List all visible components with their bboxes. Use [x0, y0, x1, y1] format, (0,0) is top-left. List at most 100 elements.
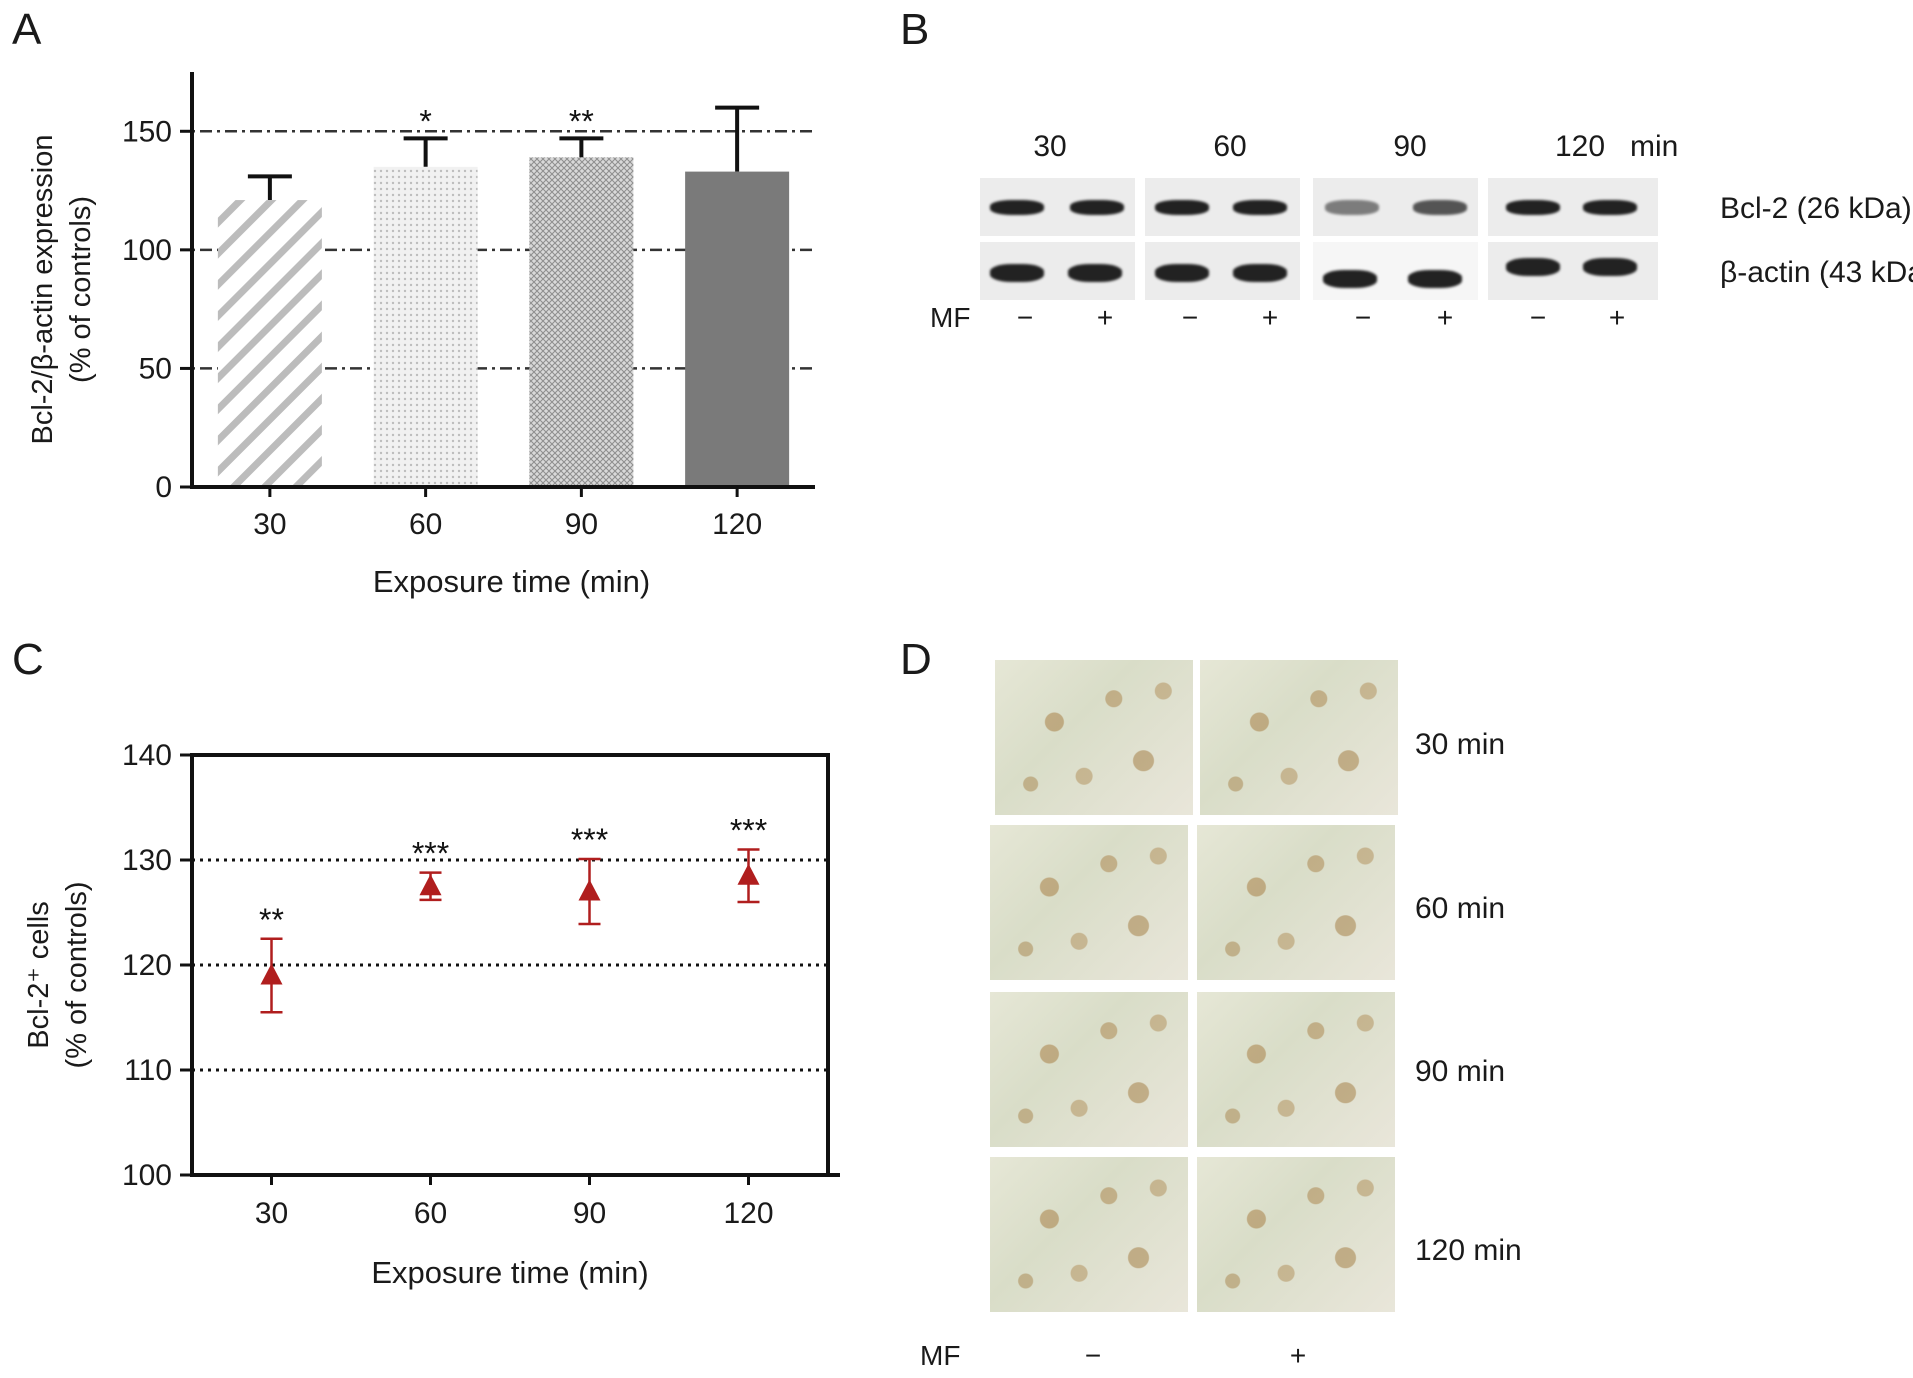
x-tick-label: 90 — [573, 1197, 606, 1230]
significance-label: * — [419, 103, 431, 139]
x-tick-label: 30 — [253, 508, 286, 541]
panel-label-d: D — [900, 635, 932, 684]
blot-time-30: 30 — [1033, 130, 1067, 163]
blot-lane-60 — [1145, 178, 1300, 236]
blot-band — [1506, 200, 1560, 215]
blot-mf-plus: + — [1436, 302, 1454, 333]
micrograph-mf-label: MF — [920, 1340, 961, 1371]
x-tick-label: 120 — [723, 1197, 773, 1230]
micrograph-mf-plus: + — [1289, 1340, 1307, 1371]
micrograph-30-mf — [1200, 660, 1398, 815]
micrograph-label-60: 60 min — [1415, 892, 1506, 925]
blot-mf-label: MF — [930, 302, 971, 333]
bar-90 — [529, 157, 634, 487]
blot-mf-minus: − — [1181, 302, 1199, 333]
micrograph-60-control — [990, 825, 1188, 980]
significance-label: *** — [730, 813, 767, 849]
y-tick-label: 100 — [122, 1159, 172, 1192]
blot-lane-30 — [980, 242, 1135, 300]
bar-60 — [373, 166, 478, 487]
significance-label: ** — [259, 902, 284, 938]
point-120 — [737, 863, 760, 885]
blot-band — [1070, 200, 1124, 215]
x-axis-label: Exposure time (min) — [371, 1255, 648, 1290]
y-tick-label: 110 — [124, 1054, 172, 1087]
y-tick-label: 120 — [122, 949, 172, 982]
panel-label-a: A — [12, 5, 42, 54]
blot-band — [1506, 258, 1560, 276]
micrograph-30-control — [995, 660, 1193, 815]
blot-lane-120 — [1488, 178, 1658, 236]
blot-label-actin: β-actin (43 kDa) — [1720, 256, 1913, 289]
blot-mf-plus: + — [1096, 302, 1114, 333]
blot-band — [990, 264, 1044, 282]
panel-label-c: C — [12, 635, 44, 684]
blot-time-120: 120 — [1554, 130, 1606, 163]
bar-120 — [685, 171, 790, 487]
panel-label-b: B — [900, 5, 930, 54]
blot-time-60: 60 — [1213, 130, 1247, 163]
micrograph-label-120: 120 min — [1415, 1234, 1522, 1267]
blot-lane-90 — [1313, 242, 1478, 300]
x-tick-label: 120 — [712, 508, 762, 541]
blot-band — [1155, 200, 1209, 215]
blot-band — [1155, 264, 1209, 282]
blot-band — [1408, 270, 1462, 288]
micrograph-label-90: 90 min — [1415, 1055, 1506, 1088]
blot-label-bcl2: Bcl-2 (26 kDa) — [1720, 192, 1912, 225]
blot-band — [1583, 200, 1637, 215]
blot-lane-60 — [1145, 242, 1300, 300]
blot-mf-minus: − — [1016, 302, 1034, 333]
y-tick-label: 150 — [122, 115, 172, 148]
point-60 — [419, 874, 442, 896]
y-axis-label: Bcl-2⁺ cells — [23, 901, 55, 1048]
blot-row-actin: β-actin (43 kDa) — [980, 242, 1913, 300]
western-blot: 30 60 90 120 min Bcl-2 (26 kDa) — [930, 130, 1913, 360]
y-tick-label: 0 — [155, 471, 172, 504]
blot-band — [1413, 200, 1467, 215]
x-axis-label: Exposure time (min) — [373, 564, 650, 599]
micrograph-mf-minus: − — [1084, 1340, 1102, 1371]
blot-band — [990, 200, 1044, 215]
point-90 — [578, 879, 601, 901]
significance-label: ** — [569, 103, 594, 139]
significance-label: *** — [412, 836, 449, 872]
micrograph-grid: 30 min 60 min 90 min 120 min MF − + — [920, 660, 1545, 1371]
micrograph-120-mf — [1197, 1157, 1395, 1312]
x-tick-label: 60 — [414, 1197, 447, 1230]
blot-band — [1233, 200, 1287, 215]
blot-band — [1068, 264, 1122, 282]
blot-mf-plus: + — [1261, 302, 1279, 333]
blot-band — [1583, 258, 1637, 276]
x-tick-label: 60 — [409, 508, 442, 541]
blot-time-unit: min — [1630, 130, 1679, 163]
y-tick-label: 50 — [139, 352, 172, 385]
blot-band — [1325, 200, 1379, 215]
x-tick-label: 90 — [565, 508, 598, 541]
y-tick-label: 130 — [122, 844, 172, 877]
significance-label: *** — [571, 822, 608, 858]
micrograph-label-30: 30 min — [1415, 728, 1506, 761]
blot-row-bcl2: Bcl-2 (26 kDa) — [980, 178, 1912, 236]
micrograph-90-mf — [1197, 992, 1395, 1147]
y-axis-label: (% of controls) — [65, 196, 97, 383]
blot-lane-90 — [1313, 178, 1478, 236]
blot-band — [1233, 264, 1287, 282]
blot-lane-120 — [1488, 242, 1658, 300]
y-tick-label: 140 — [122, 739, 172, 772]
scatter-chart-bcl2-cells: ** 30 *** 60 *** 90 *** 120 100 110 120 130 140 Expos… — [23, 739, 840, 1290]
y-tick-label: 100 — [122, 234, 172, 267]
blot-time-90: 90 — [1393, 130, 1427, 163]
blot-mf-minus: − — [1354, 302, 1372, 333]
blot-lane-30 — [980, 178, 1135, 236]
x-tick-label: 30 — [255, 1197, 288, 1230]
micrograph-60-mf — [1197, 825, 1395, 980]
micrograph-90-control — [990, 992, 1188, 1147]
micrograph-120-control — [990, 1157, 1188, 1312]
point-30 — [260, 963, 283, 985]
blot-band — [1323, 270, 1377, 288]
bar-30 — [217, 200, 322, 488]
y-axis-label: Bcl-2/β-actin expression — [27, 134, 59, 444]
blot-mf-minus: − — [1529, 302, 1547, 333]
y-axis-label: (% of controls) — [61, 882, 93, 1069]
